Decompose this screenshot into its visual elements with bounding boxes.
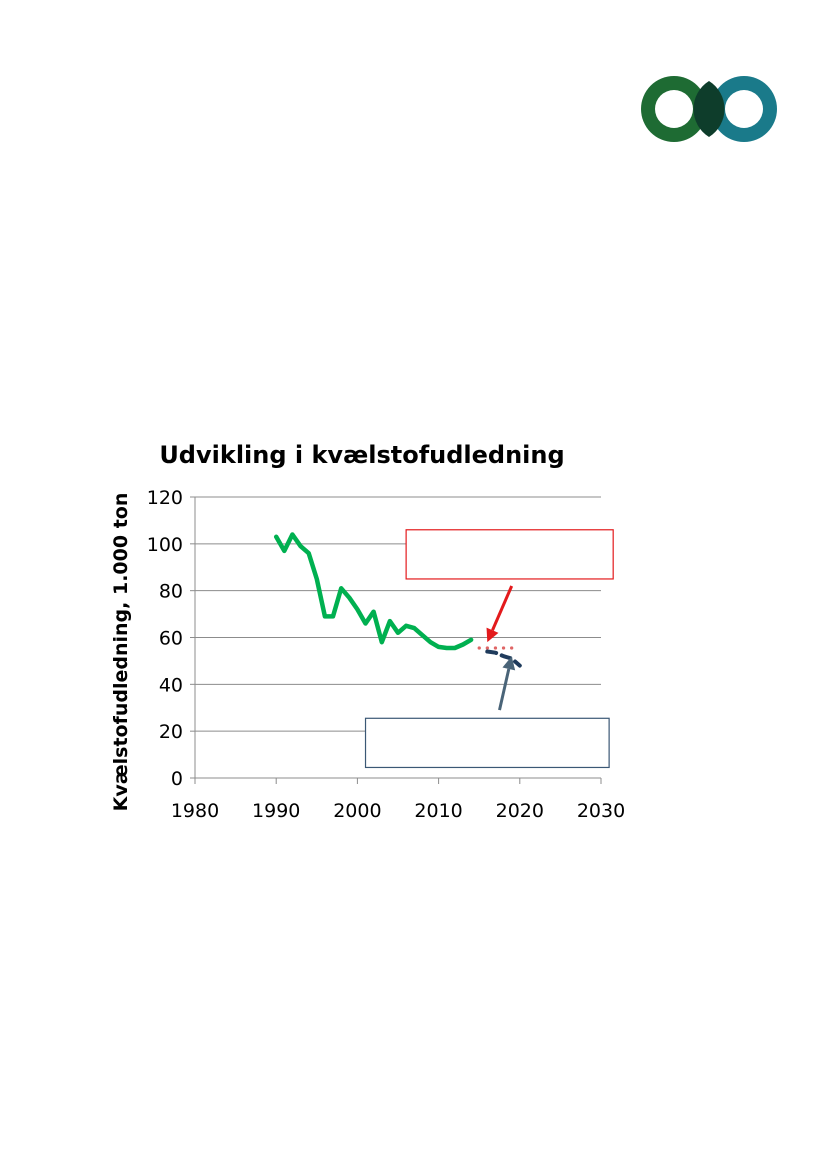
x-tick-label: 2000	[333, 800, 381, 822]
landbrug-foedevarer-logo	[641, 76, 777, 142]
y-tick-label: 120	[147, 487, 183, 509]
annotations-group	[364, 529, 614, 769]
y-tick-label: 80	[159, 581, 183, 603]
y-axis-label: Kvælstofudledning, 1.000 ton	[110, 493, 132, 812]
x-tick-label: 2020	[496, 800, 544, 822]
x-tick-label: 1980	[171, 800, 219, 822]
x-tick-label: 2030	[577, 800, 625, 822]
y-tick-label: 20	[159, 721, 183, 743]
y-tick-label: 100	[147, 534, 183, 556]
x-tick-label: 2010	[414, 800, 462, 822]
annotation-box-3	[364, 717, 610, 769]
y-tick-label: 60	[159, 628, 183, 650]
annotation-arrow-4	[498, 668, 511, 711]
logo-overlap	[693, 81, 725, 137]
y-tick-label: 0	[171, 768, 183, 790]
series-line-3	[485, 649, 522, 668]
series-line-1	[273, 532, 474, 651]
x-tick-label: 1990	[252, 800, 300, 822]
annotation-arrow-2	[491, 585, 514, 631]
series-group	[273, 532, 522, 668]
annotation-arrowhead-4	[502, 656, 516, 671]
annotation-arrowhead-2	[486, 627, 499, 643]
tick-labels: 0 20 40 60 80 100 120 1980 1990 2000 2010 2020 2030	[147, 487, 625, 822]
y-tick-label: 40	[159, 674, 183, 696]
axes	[190, 496, 602, 784]
annotation-box-1	[405, 529, 614, 580]
chart-title: Udvikling i kvælstofudledning	[159, 441, 564, 469]
